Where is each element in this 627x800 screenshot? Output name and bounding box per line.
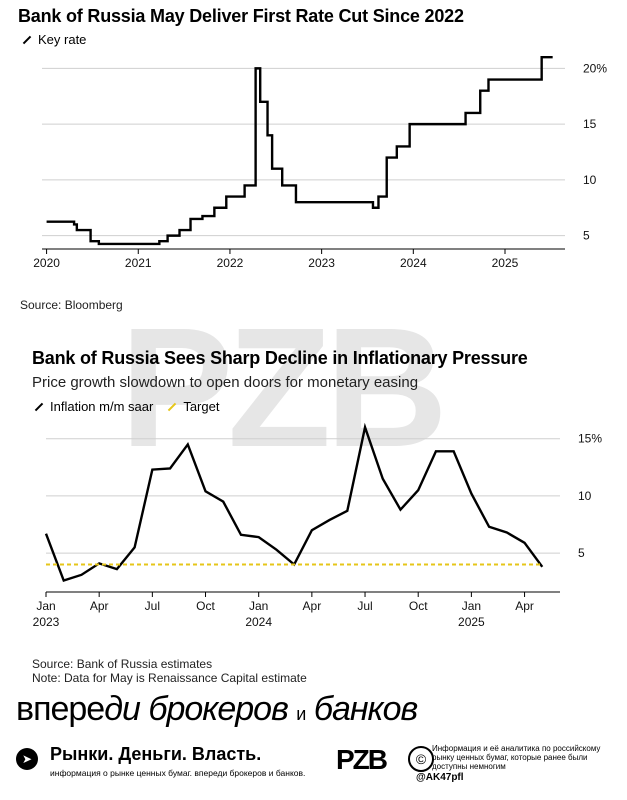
chart2-legend: Inflation m/m saar Target xyxy=(34,399,219,414)
channel-info: Информация и её аналитика по российскому… xyxy=(432,744,601,771)
x-tick-label: Jul xyxy=(145,599,160,613)
pzb-logo: PZB xyxy=(336,744,388,775)
x-tick-label: 2024 xyxy=(400,256,427,270)
channel-subtitle: информация о рынке ценных бумаг. впереди… xyxy=(50,768,306,778)
legend-swatch xyxy=(22,35,32,44)
x-tick-label: Jan xyxy=(36,599,55,613)
telegram-icon[interactable]: ➤ xyxy=(16,748,38,770)
x-tick-label: 2022 xyxy=(217,256,244,270)
x-year-label: 2023 xyxy=(33,615,60,629)
chart2-legend-label-inflation: Inflation m/m saar xyxy=(50,399,154,414)
x-tick-label: Apr xyxy=(303,599,322,613)
legend-swatch xyxy=(168,402,177,411)
series-line xyxy=(46,56,553,246)
legend-swatch xyxy=(34,402,44,411)
x-tick-label: Jan xyxy=(462,599,481,613)
y-tick-label: 5 xyxy=(583,229,590,243)
x-tick-label: 2021 xyxy=(125,256,152,270)
banner-part3: брокеров xyxy=(148,690,288,728)
banner-part5: банков xyxy=(313,690,418,728)
chart1-title: Bank of Russia May Deliver First Rate Cu… xyxy=(18,6,464,26)
chart2-subtitle: Price growth slowdown to open doors for … xyxy=(32,374,419,391)
x-tick-label: Oct xyxy=(409,599,428,613)
footer: ➤ Рынки. Деньги. Власть. информация о ры… xyxy=(16,742,617,792)
x-year-label: 2025 xyxy=(458,615,485,629)
x-tick-label: Apr xyxy=(515,599,534,613)
copyright-icon: © xyxy=(408,746,434,772)
banner-part4: и xyxy=(296,704,306,724)
key-rate-chart: 5 10 15 20% 2020 2021 2022 2023 2024 2025 xyxy=(33,56,607,270)
chart1-legend-label: Key rate xyxy=(38,32,87,47)
y-tick-label: 15% xyxy=(578,432,602,446)
x-tick-label: Jan xyxy=(249,599,268,613)
y-tick-label: 15 xyxy=(583,117,597,131)
y-tick-label: 5 xyxy=(578,546,585,560)
y-tick-label: 10 xyxy=(578,489,592,503)
y-tick-label: 20% xyxy=(583,61,607,75)
chart1-source: Source: Bloomberg xyxy=(20,298,123,312)
x-tick-label: 2025 xyxy=(492,256,519,270)
y-tick-label: 10 xyxy=(583,173,597,187)
x-tick-label: Apr xyxy=(90,599,109,613)
series-line xyxy=(44,422,544,583)
x-tick-label: Jul xyxy=(357,599,372,613)
chart2-title: Bank of Russia Sees Sharp Decline in Inf… xyxy=(32,348,528,368)
chart2-legend-label-target: Target xyxy=(183,399,220,414)
x-year-label: 2024 xyxy=(245,615,272,629)
watermark-logo: PZB xyxy=(120,293,448,483)
banner-slogan: впереди брокеров и банков xyxy=(16,690,418,729)
channel-title[interactable]: Рынки. Деньги. Власть. xyxy=(50,744,262,764)
banner-part2: ди xyxy=(104,690,141,728)
x-tick-label: Oct xyxy=(196,599,215,613)
chart1-legend: Key rate xyxy=(22,32,86,47)
chart2-source: Source: Bank of Russia estimates xyxy=(32,657,213,671)
banner-part1: впере xyxy=(16,690,105,728)
x-tick-label: 2020 xyxy=(33,256,60,270)
inflation-chart: 5 10 15% Jan Apr Jul Oct Jan Apr Jul Oct Jan Apr 2023… xyxy=(33,422,602,629)
x-tick-label: 2023 xyxy=(308,256,335,270)
channel-handle[interactable]: @AK47pfl xyxy=(416,772,464,783)
chart2-note: Note: Data for May is Renaissance Capita… xyxy=(32,671,307,685)
